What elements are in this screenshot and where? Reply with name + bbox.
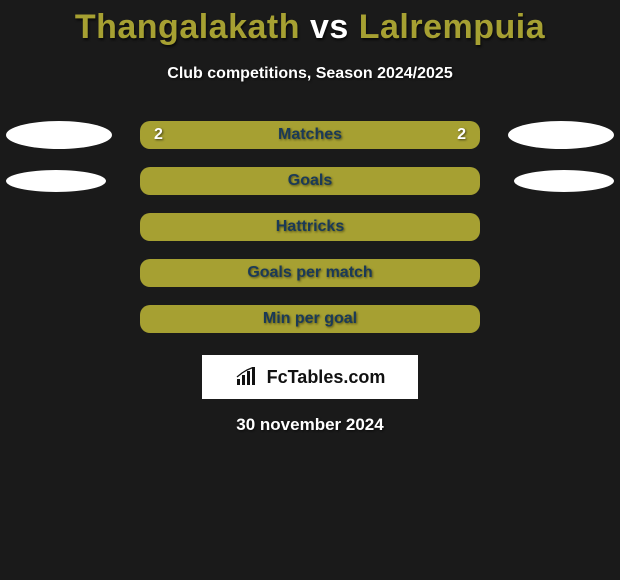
- stat-bar: 2 Matches 2: [140, 121, 480, 149]
- comparison-rows: 2 Matches 2 Goals Hattricks Goals per match Mi…: [0, 121, 620, 333]
- right-ellipse: [508, 121, 614, 149]
- logo-box: FcTables.com: [202, 355, 418, 399]
- stat-row: Goals: [0, 167, 620, 195]
- stat-left-value: 2: [154, 126, 163, 144]
- stat-row: Min per goal: [0, 305, 620, 333]
- stat-label: Goals per match: [247, 264, 372, 282]
- title-player2: Lalrempuia: [359, 8, 545, 46]
- stat-right-value: 2: [457, 126, 466, 144]
- left-ellipse: [6, 121, 112, 149]
- page-title: Thangalakath vs Lalrempuia: [0, 0, 620, 47]
- stat-row: Goals per match: [0, 259, 620, 287]
- stat-row: Hattricks: [0, 213, 620, 241]
- stat-label: Matches: [278, 126, 342, 144]
- title-player1: Thangalakath: [75, 8, 300, 46]
- title-vs: vs: [310, 8, 349, 46]
- stat-bar: Hattricks: [140, 213, 480, 241]
- stat-row: 2 Matches 2: [0, 121, 620, 149]
- right-ellipse: [514, 170, 614, 192]
- stat-bar: Min per goal: [140, 305, 480, 333]
- left-ellipse: [6, 170, 106, 192]
- subtitle: Club competitions, Season 2024/2025: [0, 65, 620, 83]
- date-label: 30 november 2024: [0, 415, 620, 435]
- bar-chart-icon: [235, 367, 261, 387]
- stat-label: Min per goal: [263, 310, 357, 328]
- stat-label: Hattricks: [276, 218, 344, 236]
- stat-bar: Goals per match: [140, 259, 480, 287]
- stat-bar: Goals: [140, 167, 480, 195]
- stat-label: Goals: [288, 172, 332, 190]
- logo-text: FcTables.com: [267, 367, 386, 388]
